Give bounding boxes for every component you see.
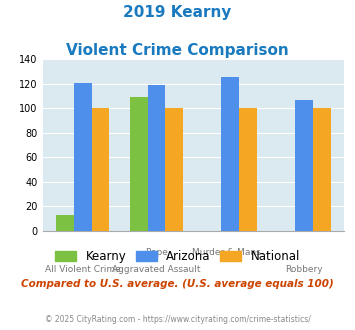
Bar <box>148 85 165 231</box>
Text: Robbery: Robbery <box>285 265 323 274</box>
Bar <box>222 77 239 231</box>
Bar <box>239 109 257 231</box>
Bar <box>56 215 74 231</box>
Text: Murder & Mans...: Murder & Mans... <box>192 248 269 257</box>
Bar <box>74 83 92 231</box>
Bar <box>295 100 313 231</box>
Text: Rape: Rape <box>145 248 168 257</box>
Text: Aggravated Assault: Aggravated Assault <box>112 265 201 274</box>
Bar <box>92 109 109 231</box>
Bar <box>130 97 148 231</box>
Text: All Violent Crime: All Violent Crime <box>45 265 121 274</box>
Text: Compared to U.S. average. (U.S. average equals 100): Compared to U.S. average. (U.S. average … <box>21 279 334 289</box>
Text: 2019 Kearny: 2019 Kearny <box>123 5 232 20</box>
Bar <box>165 109 183 231</box>
Legend: Kearny, Arizona, National: Kearny, Arizona, National <box>50 245 305 268</box>
Text: Violent Crime Comparison: Violent Crime Comparison <box>66 43 289 58</box>
Text: © 2025 CityRating.com - https://www.cityrating.com/crime-statistics/: © 2025 CityRating.com - https://www.city… <box>45 315 310 324</box>
Bar <box>313 109 331 231</box>
